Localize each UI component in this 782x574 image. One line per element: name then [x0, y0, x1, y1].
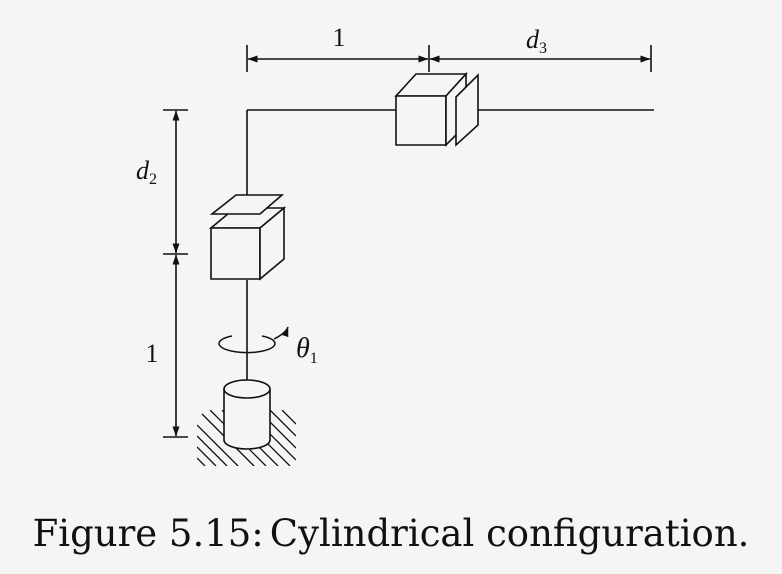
label-d3-sub: 3: [539, 40, 547, 57]
caption-text: Cylindrical configuration.: [269, 512, 750, 555]
vertical-prismatic-joint: [208, 194, 287, 281]
figure-caption: Figure 5.15: Cylindrical configuration.: [0, 512, 782, 555]
label-bottom-unit: 1: [146, 339, 159, 368]
label-d2-sub: 2: [149, 171, 157, 188]
label-theta-base: θ: [296, 333, 310, 364]
horizontal-prismatic-joint: [394, 71, 479, 147]
caption-prefix: Figure 5.15:: [32, 512, 264, 555]
theta-arrow: [273, 326, 289, 340]
label-d2: d2: [136, 156, 157, 188]
label-d2-base: d: [136, 156, 150, 185]
label-d3: d3: [526, 25, 547, 57]
cylindrical-manipulator-diagram: 1 d3 d2 1 θ1: [136, 23, 654, 466]
label-theta-sub: 1: [310, 350, 318, 367]
base-cylinder: [223, 379, 271, 450]
label-top-unit: 1: [333, 23, 346, 52]
rotation-arrow: [218, 335, 276, 354]
label-d3-base: d: [526, 25, 540, 54]
label-theta1: θ1: [296, 333, 318, 367]
